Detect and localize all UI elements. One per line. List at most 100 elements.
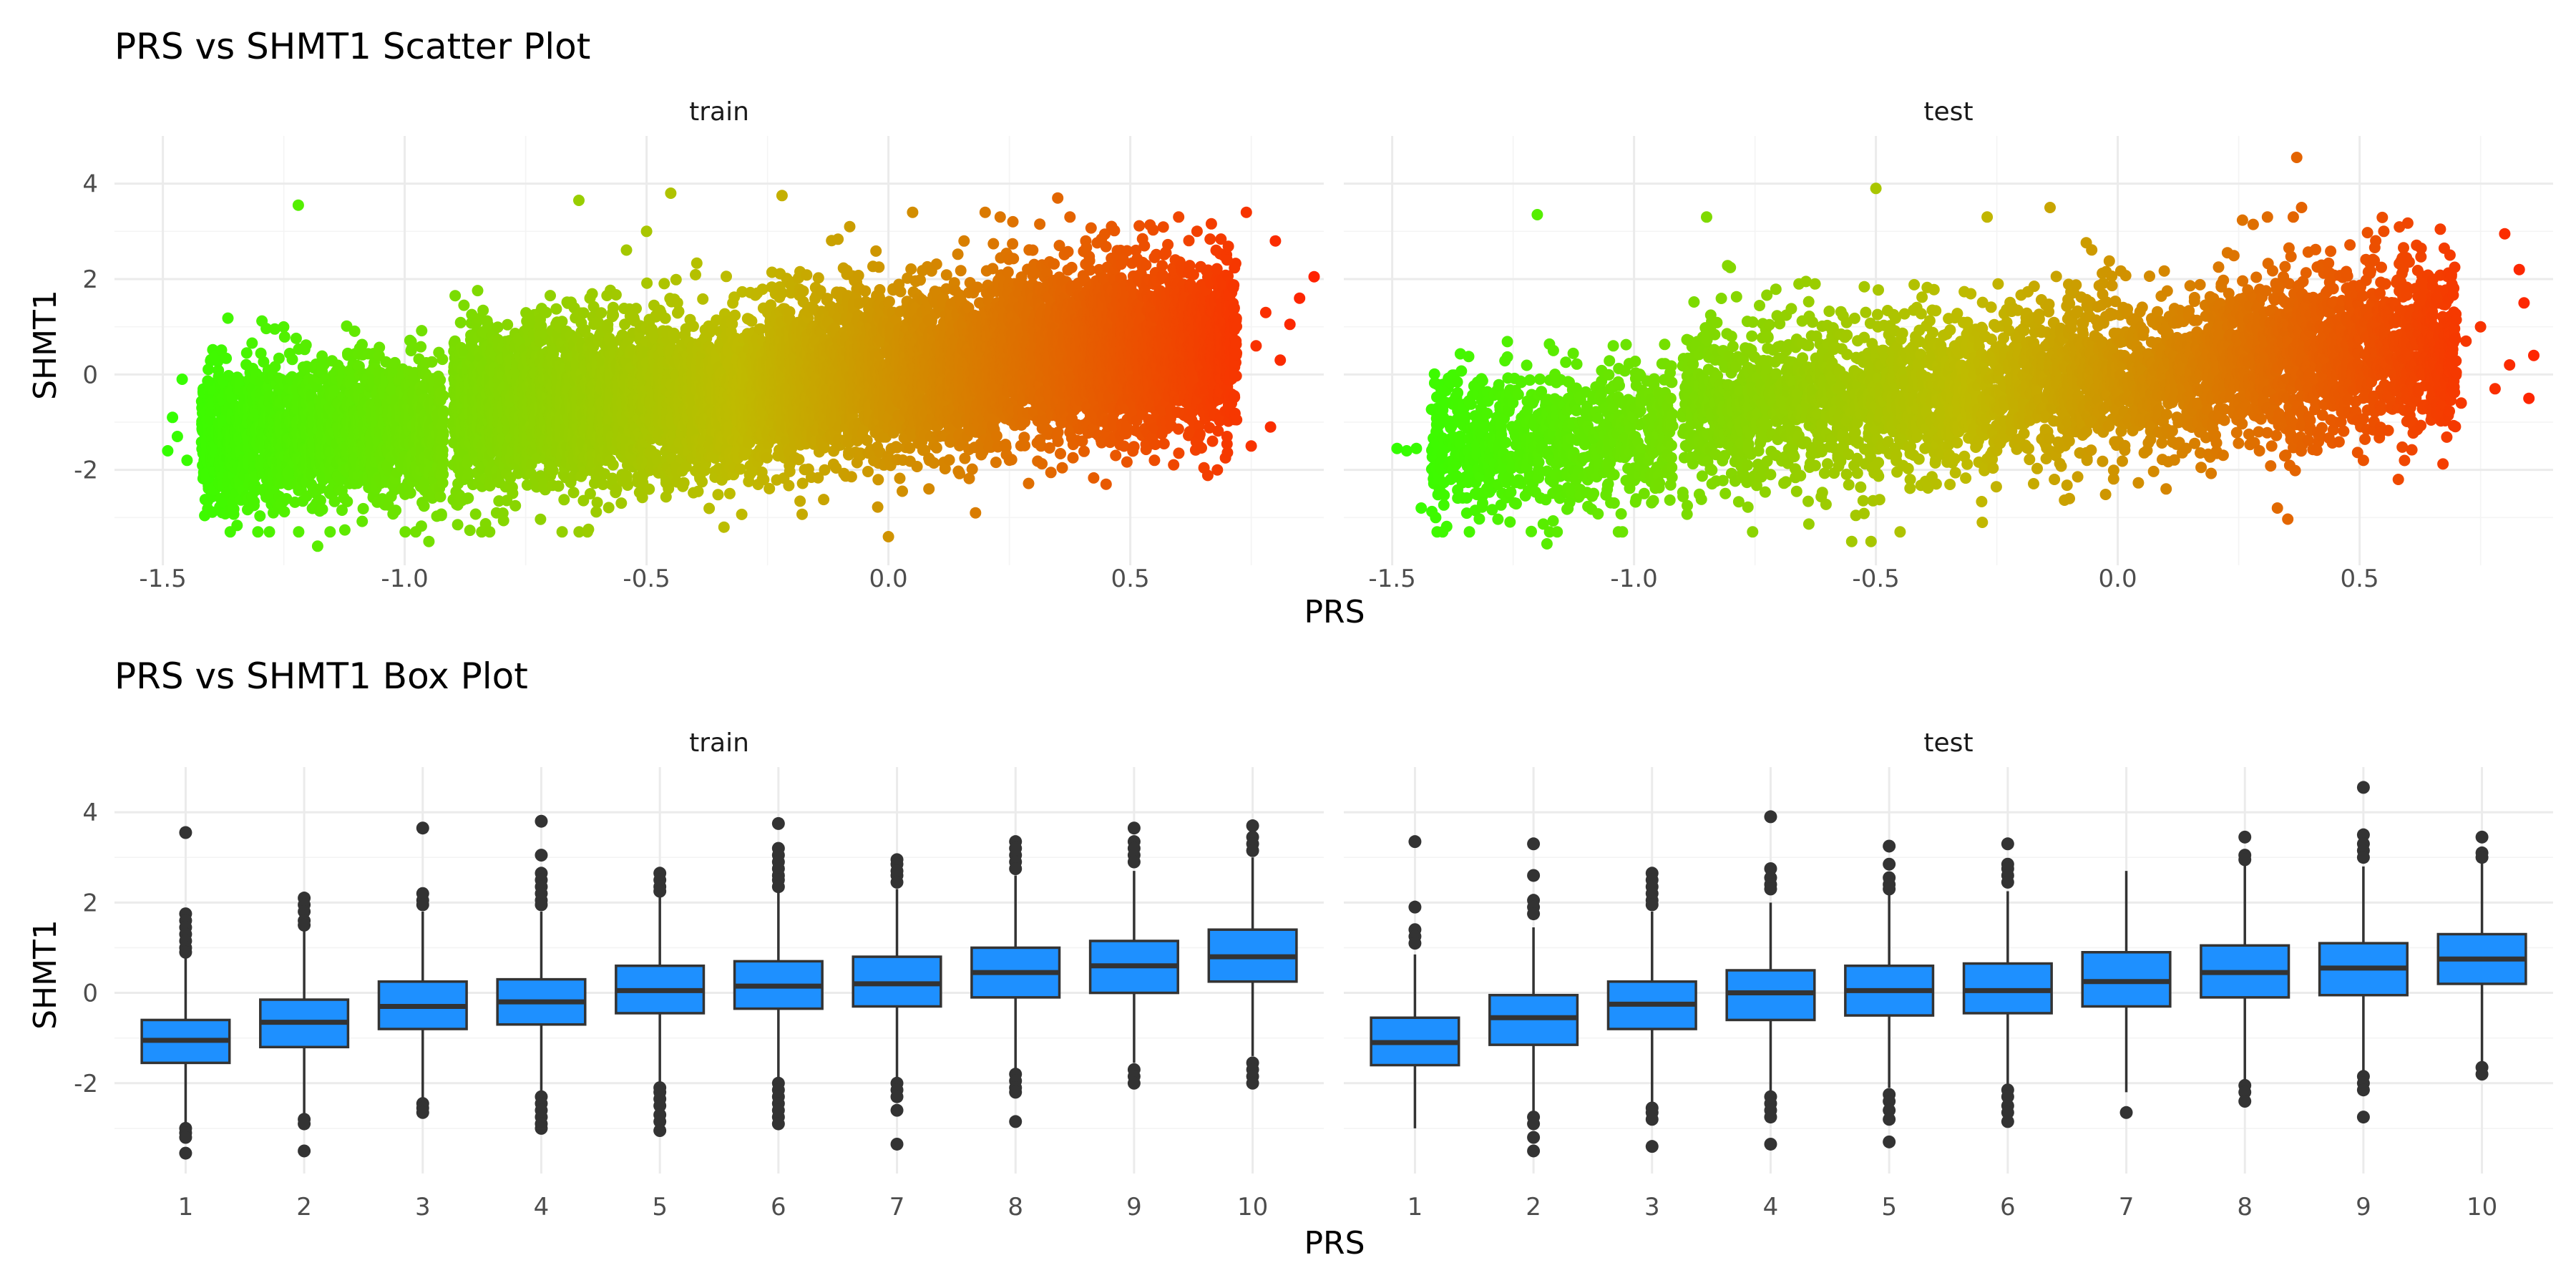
- data-point: [703, 502, 716, 514]
- scatter-title: PRS vs SHMT1 Scatter Plot: [114, 26, 590, 67]
- data-point: [502, 318, 514, 331]
- data-point: [595, 307, 608, 319]
- data-point: [615, 497, 628, 509]
- y-tick-label: 4: [82, 170, 98, 199]
- y-tick-label: 2: [82, 265, 98, 294]
- data-point: [472, 285, 484, 297]
- data-point: [415, 341, 427, 353]
- data-point: [497, 514, 509, 527]
- data-point: [535, 513, 547, 525]
- data-point: [492, 321, 504, 333]
- data-point: [449, 290, 462, 302]
- scatter-section: PRS vs SHMT1 Scatter Plot train test -1.…: [27, 26, 2553, 630]
- data-point: [374, 341, 386, 353]
- data-point: [458, 299, 470, 311]
- data-point: [591, 497, 603, 509]
- data-point: [658, 278, 670, 290]
- data-point: [547, 464, 559, 477]
- data-point: [314, 494, 326, 507]
- data-point: [248, 496, 260, 508]
- data-point: [696, 476, 708, 488]
- data-point: [390, 504, 402, 517]
- data-point: [556, 316, 568, 328]
- x-tick-label: -1.0: [381, 565, 428, 593]
- x-tick-label: 0.0: [869, 565, 908, 593]
- data-point: [231, 519, 243, 532]
- data-point: [641, 277, 653, 289]
- data-point: [659, 312, 671, 324]
- data-point: [254, 510, 266, 522]
- data-point: [602, 502, 615, 514]
- scatter-strip-test: test: [1923, 97, 1973, 127]
- data-point: [240, 347, 253, 359]
- data-point: [437, 468, 449, 480]
- data-point: [260, 323, 273, 335]
- data-point: [690, 268, 701, 280]
- data-point: [269, 323, 280, 335]
- data-point: [691, 257, 703, 269]
- data-point: [263, 526, 275, 538]
- data-point: [482, 318, 494, 331]
- data-point: [437, 415, 449, 427]
- scatter-strip-train: train: [689, 97, 749, 127]
- data-point: [223, 370, 235, 381]
- data-point: [228, 503, 240, 515]
- data-point: [278, 331, 291, 343]
- data-point: [278, 321, 290, 333]
- data-point: [437, 405, 449, 417]
- data-point: [509, 499, 522, 512]
- data-point: [673, 306, 685, 318]
- data-point: [356, 515, 369, 527]
- y-tick-label: 0: [82, 361, 98, 389]
- data-point: [608, 309, 620, 321]
- data-point: [203, 364, 215, 376]
- data-point: [316, 503, 328, 515]
- data-point: [404, 487, 416, 499]
- data-point: [630, 303, 642, 315]
- data-point: [418, 500, 430, 512]
- data-point: [293, 526, 305, 538]
- y-tick-label: -2: [74, 457, 98, 485]
- data-point: [622, 479, 634, 491]
- data-point: [586, 288, 598, 300]
- x-tick-label: -0.5: [623, 565, 670, 593]
- data-point: [477, 304, 489, 316]
- data-point: [507, 487, 519, 499]
- data-point: [670, 273, 682, 286]
- data-point: [416, 325, 428, 337]
- data-point: [437, 390, 449, 401]
- data-point: [464, 525, 476, 537]
- data-point: [286, 353, 298, 366]
- data-point: [338, 524, 351, 536]
- data-point: [222, 312, 234, 324]
- data-point: [484, 526, 496, 538]
- scatter-points: [162, 187, 1320, 552]
- data-point: [687, 320, 699, 332]
- x-tick-label: 0.5: [1111, 565, 1150, 593]
- data-point: [434, 491, 447, 503]
- data-point: [540, 306, 552, 318]
- data-point: [607, 459, 619, 471]
- data-point: [469, 508, 482, 520]
- data-point: [341, 495, 353, 507]
- data-point: [415, 520, 427, 532]
- x-tick-label: -1.5: [139, 565, 186, 593]
- data-point: [610, 289, 622, 301]
- data-point: [620, 244, 633, 256]
- data-point: [436, 353, 449, 366]
- data-point: [678, 477, 690, 489]
- data-point: [246, 337, 258, 349]
- data-point: [697, 293, 709, 305]
- data-point: [550, 303, 562, 315]
- data-point: [300, 339, 312, 351]
- data-point: [220, 352, 233, 364]
- data-point: [249, 485, 261, 497]
- data-point: [582, 523, 595, 535]
- data-point: [558, 494, 570, 506]
- data-point: [437, 429, 449, 441]
- data-point: [454, 316, 467, 328]
- data-point: [437, 457, 449, 469]
- data-point: [399, 526, 411, 538]
- data-point: [434, 374, 447, 386]
